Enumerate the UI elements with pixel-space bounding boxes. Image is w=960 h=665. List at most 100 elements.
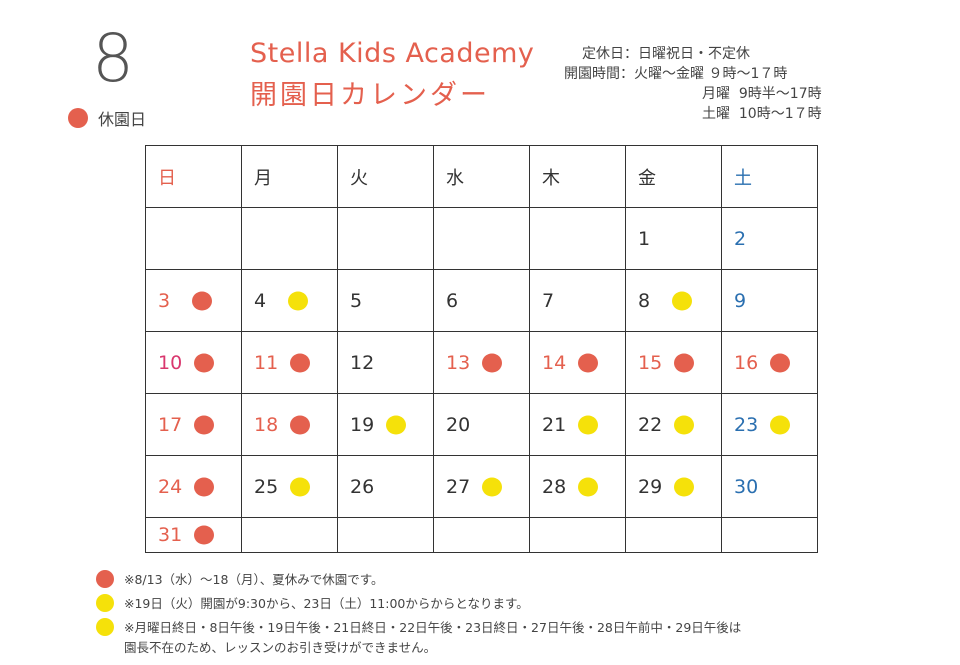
note-dot-icon [578, 415, 598, 434]
weekday-header: 火 [337, 145, 434, 208]
day-number: 21 [542, 413, 567, 436]
closed-dot-icon [192, 291, 212, 310]
day-cell: 18 [241, 393, 338, 456]
day-cell: 5 [337, 269, 434, 332]
legend-label: 休園日 [98, 110, 147, 129]
weekday-label: 土 [734, 167, 752, 189]
calendar-grid: 日月火水木金土 1 2 3 4 5 6 7 8 9 10 11 12 13 14 15 16 17 18 19 20 21… [145, 145, 818, 553]
day-cell: 16 [721, 331, 818, 394]
empty-cell [337, 207, 434, 270]
day-number: 2 [734, 227, 747, 250]
hours-line-saturday: 土曜 10時～1７時 [702, 106, 822, 122]
day-number: 7 [542, 289, 555, 312]
day-cell: 25 [241, 455, 338, 518]
day-number: 15 [638, 351, 663, 374]
day-number: 8 [638, 289, 651, 312]
day-number: 29 [638, 475, 663, 498]
day-cell: 3 [145, 269, 242, 332]
day-cell: 6 [433, 269, 530, 332]
closed-dot-icon [194, 477, 214, 496]
day-cell: 19 [337, 393, 434, 456]
weekday-header: 月 [241, 145, 338, 208]
closed-dot-icon [194, 415, 214, 434]
day-cell: 30 [721, 455, 818, 518]
empty-cell [145, 207, 242, 270]
note-dot-icon [674, 477, 694, 496]
day-number: 1 [638, 227, 651, 250]
note-dot-icon [386, 415, 406, 434]
weekday-label: 金 [638, 167, 656, 189]
closed-dot-icon [194, 353, 214, 372]
day-number: 25 [254, 475, 279, 498]
closed-dot-icon [578, 353, 598, 372]
day-cell: 28 [529, 455, 626, 518]
empty-cell [241, 207, 338, 270]
note-text: ※月曜日終日・8日午後・19日午後・21日終日・22日午後・23日終日・27日午… [124, 620, 742, 655]
day-cell: 8 [625, 269, 722, 332]
empty-cell [529, 207, 626, 270]
weekday-header: 木 [529, 145, 626, 208]
day-number: 27 [446, 475, 471, 498]
day-number: 16 [734, 351, 759, 374]
empty-cell [241, 517, 338, 553]
day-cell: 24 [145, 455, 242, 518]
closed-dot-icon [96, 570, 114, 588]
note-dot-icon [290, 477, 310, 496]
weekday-label: 水 [446, 167, 464, 189]
day-cell: 14 [529, 331, 626, 394]
day-cell: 20 [433, 393, 530, 456]
day-cell: 26 [337, 455, 434, 518]
empty-cell [529, 517, 626, 553]
note-item: ※月曜日終日・8日午後・19日午後・21日終日・22日午後・23日終日・27日午… [96, 618, 741, 658]
day-cell: 21 [529, 393, 626, 456]
day-cell: 1 [625, 207, 722, 270]
day-number: 23 [734, 413, 759, 436]
day-cell: 2 [721, 207, 818, 270]
day-cell: 11 [241, 331, 338, 394]
note-item: ※19日（火）開園が9:30から、23日（土）11:00からからとなります。 [96, 594, 741, 614]
day-cell: 22 [625, 393, 722, 456]
day-number: 11 [254, 351, 279, 374]
closed-dot-icon [290, 353, 310, 372]
opening-hours: 定休日：日曜祝日・不定休 開園時間：火曜～金曜 ９時～1７時 月曜 9時半～17… [564, 44, 822, 124]
hours-line-weekday: 開園時間：火曜～金曜 ９時～1７時 [564, 66, 788, 82]
day-cell: 17 [145, 393, 242, 456]
day-cell: 27 [433, 455, 530, 518]
day-number: 19 [350, 413, 375, 436]
day-number: 10 [158, 351, 183, 374]
weekday-header: 土 [721, 145, 818, 208]
empty-cell [721, 517, 818, 553]
empty-cell [625, 517, 722, 553]
day-number: 5 [350, 289, 363, 312]
notes: ※8/13（水）～18（月）、夏休みで休園です。 ※19日（火）開園が9:30から… [96, 570, 741, 662]
empty-cell [433, 207, 530, 270]
day-cell: 4 [241, 269, 338, 332]
day-cell: 9 [721, 269, 818, 332]
day-number: 24 [158, 475, 183, 498]
empty-cell [337, 517, 434, 553]
day-number: 6 [446, 289, 459, 312]
note-dot-icon [482, 477, 502, 496]
month-number: 8 [92, 20, 134, 97]
day-cell: 13 [433, 331, 530, 394]
day-number: 4 [254, 289, 267, 312]
day-number: 26 [350, 475, 375, 498]
weekday-label: 木 [542, 167, 560, 189]
day-cell: 29 [625, 455, 722, 518]
closed-day-dot-icon [68, 108, 88, 128]
note-dot-icon [770, 415, 790, 434]
note-item: ※8/13（水）～18（月）、夏休みで休園です。 [96, 570, 741, 590]
note-dot-icon [578, 477, 598, 496]
day-number: 20 [446, 413, 471, 436]
day-number: 13 [446, 351, 471, 374]
weekday-label: 日 [158, 167, 176, 189]
weekday-header: 金 [625, 145, 722, 208]
day-cell: 10 [145, 331, 242, 394]
closed-dot-icon [482, 353, 502, 372]
weekday-header: 日 [145, 145, 242, 208]
calendar-title: Stella Kids Academy 開園日カレンダー [250, 38, 534, 112]
day-cell: 31 [145, 517, 242, 553]
day-number: 17 [158, 413, 183, 436]
day-cell: 7 [529, 269, 626, 332]
empty-cell [433, 517, 530, 553]
